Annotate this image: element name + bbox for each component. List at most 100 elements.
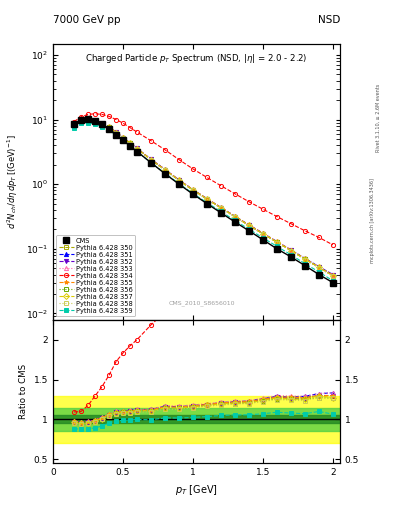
Pythia 6.428 352 xyxy=(163,166,167,173)
Pythia 6.428 357 xyxy=(275,239,279,245)
Pythia 6.428 351 xyxy=(205,196,209,202)
Pythia 6.428 352 xyxy=(114,130,118,136)
Pythia 6.428 351 xyxy=(233,214,237,220)
Pythia 6.428 357 xyxy=(191,187,195,193)
Pythia 6.428 354 xyxy=(176,157,181,163)
Pythia 6.428 351 xyxy=(128,140,132,146)
Line: Pythia 6.428 351: Pythia 6.428 351 xyxy=(72,118,335,276)
Pythia 6.428 351 xyxy=(72,122,76,128)
Pythia 6.428 355 xyxy=(261,230,265,237)
Pythia 6.428 350 xyxy=(79,118,83,124)
Pythia 6.428 358 xyxy=(247,223,252,229)
Pythia 6.428 355 xyxy=(303,256,307,262)
Pythia 6.428 350 xyxy=(191,187,195,193)
Pythia 6.428 356 xyxy=(128,140,132,146)
Pythia 6.428 358 xyxy=(191,187,195,194)
Pythia 6.428 356 xyxy=(331,273,335,279)
Pythia 6.428 357 xyxy=(79,118,83,124)
Pythia 6.428 354 xyxy=(331,242,335,248)
Pythia 6.428 359 xyxy=(128,143,132,149)
Pythia 6.428 359 xyxy=(275,243,279,249)
CMS xyxy=(233,219,237,225)
Pythia 6.428 353 xyxy=(233,213,237,219)
Pythia 6.428 351 xyxy=(191,186,195,193)
Line: Pythia 6.428 350: Pythia 6.428 350 xyxy=(72,118,335,278)
Pythia 6.428 355 xyxy=(233,214,237,220)
Pythia 6.428 350 xyxy=(149,157,153,163)
Pythia 6.428 355 xyxy=(107,124,111,130)
CMS xyxy=(247,228,252,234)
Pythia 6.428 353 xyxy=(135,145,140,152)
Pythia 6.428 352 xyxy=(233,214,237,220)
Pythia 6.428 358 xyxy=(86,117,90,123)
Pythia 6.428 358 xyxy=(79,118,83,124)
Pythia 6.428 350 xyxy=(86,117,90,123)
Pythia 6.428 357 xyxy=(205,196,209,202)
CMS xyxy=(100,121,105,127)
CMS xyxy=(303,263,307,269)
Pythia 6.428 358 xyxy=(233,214,237,220)
Pythia 6.428 357 xyxy=(331,273,335,279)
Pythia 6.428 354 xyxy=(275,214,279,220)
Pythia 6.428 353 xyxy=(128,140,132,146)
CMS xyxy=(205,201,209,207)
Pythia 6.428 355 xyxy=(114,129,118,135)
CMS xyxy=(86,116,90,122)
Pythia 6.428 351 xyxy=(275,239,279,245)
Line: Pythia 6.428 352: Pythia 6.428 352 xyxy=(72,118,335,278)
Line: Pythia 6.428 356: Pythia 6.428 356 xyxy=(72,118,335,278)
Pythia 6.428 357 xyxy=(288,247,293,253)
Pythia 6.428 356 xyxy=(191,187,195,193)
Pythia 6.428 350 xyxy=(331,272,335,279)
Pythia 6.428 352 xyxy=(128,140,132,146)
CMS xyxy=(93,118,97,124)
Pythia 6.428 350 xyxy=(100,121,105,127)
Line: Pythia 6.428 359: Pythia 6.428 359 xyxy=(72,120,335,283)
Pythia 6.428 355 xyxy=(247,222,252,228)
Pythia 6.428 356 xyxy=(233,214,237,220)
Pythia 6.428 356 xyxy=(176,178,181,184)
Pythia 6.428 355 xyxy=(331,272,335,279)
Pythia 6.428 351 xyxy=(93,118,97,124)
Pythia 6.428 353 xyxy=(191,186,195,193)
Pythia 6.428 352 xyxy=(176,177,181,183)
Pythia 6.428 359 xyxy=(261,234,265,241)
CMS xyxy=(331,280,335,286)
Pythia 6.428 350 xyxy=(303,256,307,262)
Pythia 6.428 351 xyxy=(79,118,83,124)
Pythia 6.428 352 xyxy=(149,157,153,163)
Text: CMS_2010_S8656010: CMS_2010_S8656010 xyxy=(169,300,235,306)
Pythia 6.428 358 xyxy=(100,121,105,127)
Pythia 6.428 354 xyxy=(149,138,153,144)
Pythia 6.428 351 xyxy=(219,204,223,210)
Pythia 6.428 357 xyxy=(93,118,97,124)
CMS xyxy=(128,143,132,149)
Pythia 6.428 351 xyxy=(331,271,335,278)
Pythia 6.428 358 xyxy=(107,124,111,131)
Pythia 6.428 353 xyxy=(303,255,307,262)
Pythia 6.428 359 xyxy=(219,208,223,215)
Pythia 6.428 355 xyxy=(93,118,97,124)
Pythia 6.428 355 xyxy=(128,140,132,146)
Pythia 6.428 358 xyxy=(176,178,181,184)
Pythia 6.428 351 xyxy=(86,117,90,123)
Pythia 6.428 356 xyxy=(100,121,105,127)
Pythia 6.428 359 xyxy=(86,119,90,125)
CMS xyxy=(121,137,125,143)
Pythia 6.428 359 xyxy=(149,160,153,166)
Pythia 6.428 357 xyxy=(149,157,153,163)
Pythia 6.428 354 xyxy=(135,129,140,135)
Pythia 6.428 355 xyxy=(135,145,140,152)
Pythia 6.428 354 xyxy=(233,191,237,197)
Pythia 6.428 352 xyxy=(93,118,97,124)
Pythia 6.428 356 xyxy=(121,135,125,141)
Pythia 6.428 355 xyxy=(86,117,90,123)
Pythia 6.428 350 xyxy=(176,177,181,183)
Pythia 6.428 351 xyxy=(121,134,125,140)
CMS xyxy=(114,132,118,138)
Pythia 6.428 354 xyxy=(219,183,223,189)
Pythia 6.428 356 xyxy=(205,196,209,202)
Pythia 6.428 359 xyxy=(72,124,76,131)
Pythia 6.428 356 xyxy=(163,167,167,173)
Pythia 6.428 353 xyxy=(288,247,293,253)
